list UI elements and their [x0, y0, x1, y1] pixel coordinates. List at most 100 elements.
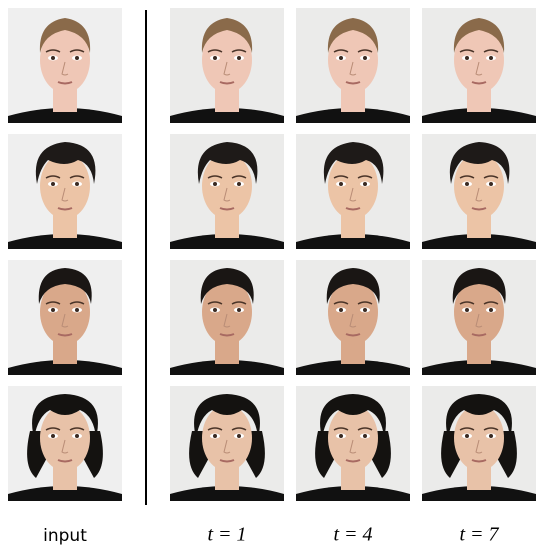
eyebrow: [483, 49, 499, 53]
nose: [223, 313, 231, 328]
pupil: [465, 308, 469, 312]
eyebrow: [45, 301, 61, 305]
pupil: [339, 56, 343, 60]
nose: [61, 187, 69, 202]
shirt: [296, 486, 410, 501]
pupil: [465, 182, 469, 186]
eyebrow: [459, 301, 475, 305]
hair: [194, 394, 260, 438]
face: [202, 279, 252, 345]
shirt: [422, 486, 536, 501]
nose: [223, 439, 231, 454]
pupil: [363, 308, 367, 312]
face-image: [422, 386, 536, 501]
hair: [323, 142, 384, 184]
face: [328, 153, 378, 219]
pupil: [465, 434, 469, 438]
nose: [223, 187, 231, 202]
pupil: [75, 434, 79, 438]
shirt: [296, 234, 410, 249]
face-image: [170, 260, 284, 375]
pupil: [75, 308, 79, 312]
eyebrow: [357, 175, 373, 179]
shirt: [170, 486, 284, 501]
nose: [349, 439, 357, 454]
mouth: [345, 207, 361, 211]
pupil: [339, 308, 343, 312]
shirt: [296, 360, 410, 375]
mouth: [471, 459, 487, 463]
eyebrow: [231, 175, 247, 179]
face-image: [422, 260, 536, 375]
face-image: [170, 134, 284, 249]
mouth: [345, 459, 361, 463]
face-image: [8, 8, 122, 123]
pupil: [51, 56, 55, 60]
shirt: [170, 360, 284, 375]
pupil: [237, 308, 241, 312]
face: [40, 279, 90, 345]
eyebrow: [333, 301, 349, 305]
column-label: input: [43, 526, 87, 546]
eyebrow: [45, 49, 61, 53]
eyebrow: [207, 301, 223, 305]
nose: [61, 313, 69, 328]
pupil: [75, 182, 79, 186]
pupil: [363, 434, 367, 438]
eyebrow: [69, 49, 85, 53]
face: [454, 405, 504, 471]
face-image: [296, 386, 410, 501]
face: [40, 27, 90, 93]
mouth: [345, 81, 361, 85]
face: [454, 153, 504, 219]
pupil: [75, 56, 79, 60]
nose: [223, 61, 231, 76]
shirt: [8, 486, 122, 501]
face-image: [296, 260, 410, 375]
pupil: [213, 434, 217, 438]
mouth: [219, 459, 235, 463]
mouth: [57, 207, 73, 211]
eyebrow: [357, 49, 373, 53]
mouth: [345, 333, 361, 337]
face: [202, 405, 252, 471]
eyebrow: [207, 49, 223, 53]
eyebrow: [333, 427, 349, 431]
column-label: t = 7: [459, 524, 499, 546]
hair: [326, 268, 380, 304]
shirt: [170, 108, 284, 123]
hair: [327, 18, 379, 53]
eyebrow: [333, 49, 349, 53]
face: [328, 405, 378, 471]
face: [328, 279, 378, 345]
mouth: [471, 81, 487, 85]
pupil: [489, 308, 493, 312]
pupil: [51, 182, 55, 186]
face: [40, 405, 90, 471]
column-label: t = 1: [207, 524, 246, 546]
face-image: [8, 386, 122, 501]
column-label: t = 4: [333, 524, 372, 546]
hair: [320, 394, 386, 438]
shirt: [8, 108, 122, 123]
nose: [475, 187, 483, 202]
hair: [452, 268, 506, 304]
face: [454, 27, 504, 93]
hair: [38, 268, 92, 304]
eyebrow: [45, 427, 61, 431]
nose: [349, 313, 357, 328]
mouth: [57, 333, 73, 337]
pupil: [363, 56, 367, 60]
face: [202, 27, 252, 93]
face-image: [170, 8, 284, 123]
face-image: [8, 260, 122, 375]
mouth: [471, 333, 487, 337]
nose: [475, 439, 483, 454]
pupil: [213, 182, 217, 186]
shirt: [8, 234, 122, 249]
eyebrow: [69, 427, 85, 431]
pupil: [237, 434, 241, 438]
shirt: [422, 360, 536, 375]
pupil: [51, 308, 55, 312]
image-grid: [8, 8, 536, 501]
